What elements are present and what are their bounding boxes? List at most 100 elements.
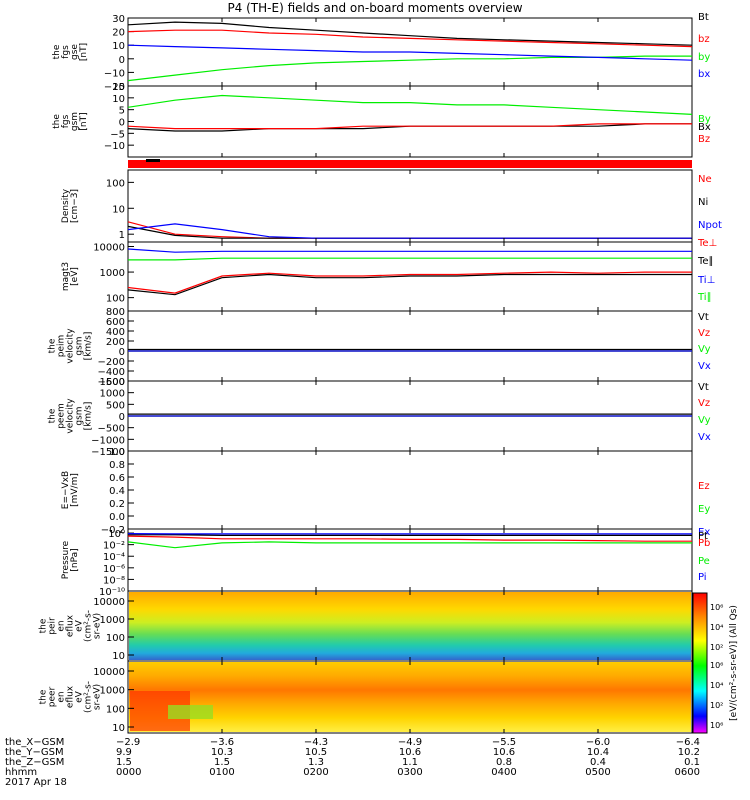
legend-label: Ti⊥: [697, 275, 715, 286]
legend-label: Vz: [698, 328, 710, 339]
x-axis-value: 1.5: [116, 757, 132, 768]
y-tick-label: −1500: [91, 447, 125, 458]
y-axis-label: [cm−3]: [70, 189, 80, 223]
y-tick-label: 10: [112, 651, 125, 662]
y-tick-label: 0.0: [109, 512, 125, 523]
legend-label: Ex: [698, 527, 710, 538]
y-axis-label: gse: [70, 44, 80, 60]
y-axis-label: [km/s]: [84, 402, 94, 431]
x-axis-value: 0.4: [590, 757, 606, 768]
y-tick-label: 100: [106, 178, 125, 189]
legend-label: By: [698, 114, 711, 125]
y-axis-label: E=−VxB: [61, 471, 71, 509]
y-axis-label: magt3: [61, 262, 71, 291]
y-axis-label: (cm²-s-: [84, 610, 94, 642]
panel-efield: E=−VxB [mV/m] 1.0 0.8 0.6 0.4 0.2 0.0 −0.2 Ez Ey Ex: [61, 447, 710, 538]
legend-label: Vt: [698, 382, 709, 393]
legend-label: Te∥: [697, 256, 714, 267]
legend-label: Vz: [698, 398, 710, 409]
y-tick-label: 0.2: [109, 499, 125, 510]
y-tick-label: 800: [106, 307, 125, 318]
y-tick-label: 10⁻¹⁰: [99, 587, 125, 598]
y-tick-label: 1500: [100, 377, 125, 388]
chart-title: P4 (TH-E) fields and on-board moments ov…: [227, 1, 523, 15]
y-tick-label: 20: [112, 28, 125, 39]
legend-label: Ez: [698, 481, 710, 492]
series-Bt-line: [127, 21, 693, 46]
x-axis-value: 1.1: [402, 757, 418, 768]
y-tick-label: 30: [112, 14, 125, 25]
y-axis-label: [nT]: [79, 112, 89, 130]
y-tick-label: −10: [104, 141, 125, 152]
x-axis-value: 0.1: [684, 757, 700, 768]
x-axis-value: 1.3: [308, 757, 324, 768]
panel-peer_spectrogram: the peer en eflux eV (cm²-s-sr-eV) 10000 1000 10…: [39, 660, 693, 734]
x-axis-row-label: the_X−GSM: [5, 737, 64, 748]
legend-label: Bx: [698, 122, 711, 133]
series-bz-line: [127, 29, 693, 48]
series-Bx-line: [127, 123, 692, 132]
y-tick-label: 100: [106, 294, 125, 305]
series-Te⊥-line: [127, 271, 692, 294]
y-tick-label: 1: [119, 230, 125, 241]
y-axis-label: en: [57, 620, 67, 631]
y-tick-label: 10: [112, 41, 125, 52]
legend-label: Bt: [698, 12, 709, 23]
colorbar-tick-label: 10⁶: [710, 603, 723, 612]
y-axis-label: sr-eV): [93, 613, 103, 639]
y-axis-label: [eV]: [70, 267, 80, 286]
y-axis-label: [nT]: [79, 43, 89, 61]
x-axis-value: 0.8: [496, 757, 512, 768]
x-axis-value: 0100: [209, 767, 234, 778]
y-tick-label: 10000: [93, 597, 125, 608]
legend-label: Pi: [698, 572, 707, 583]
spectrogram-patch: [168, 705, 213, 719]
x-axis-value: 9.9: [116, 747, 132, 758]
y-tick-label: 600: [106, 317, 125, 328]
colorbar: 10⁶ 10⁴ 10² 10⁶ 10⁴ 10² 10⁶ [eV/(cm²-s-sr-eV)] …: [692, 592, 739, 734]
x-axis-value: 0500: [585, 767, 610, 778]
legend-label: bz: [698, 34, 710, 45]
y-tick-label: 10⁻⁶: [103, 564, 125, 575]
x-axis-value: −4.9: [398, 737, 422, 748]
y-tick-label: −0.2: [101, 525, 125, 536]
y-axis-label: peer: [48, 686, 58, 707]
series-Pe-line: [127, 541, 692, 549]
status-bar-gap: [146, 159, 160, 162]
colorbar-tick-label: 10⁴: [710, 681, 723, 690]
y-axis-label: the: [52, 44, 62, 59]
status-bar: [128, 160, 692, 168]
series-Ti⊥-line: [127, 248, 692, 253]
y-axis-label: peir: [48, 617, 58, 635]
series-Bz-line: [127, 123, 692, 130]
y-tick-label: 1000: [100, 268, 125, 279]
y-tick-label: −600: [98, 377, 125, 388]
y-axis-label: peim: [57, 335, 67, 358]
y-tick-label: 200: [106, 337, 125, 348]
y-tick-label: −400: [98, 367, 125, 378]
y-axis-label: the: [48, 408, 58, 423]
legend-label: Vx: [698, 361, 711, 372]
y-tick-label: 400: [106, 327, 125, 338]
x-axis-value: −6.4: [676, 737, 700, 748]
panel-frame: [127, 169, 693, 243]
legend-label: Vy: [698, 344, 711, 355]
series-Ti∥-line: [128, 257, 692, 261]
y-tick-label: 0: [119, 118, 125, 129]
legend-label: Ne: [698, 174, 712, 185]
y-axis-label: [mV/m]: [70, 473, 80, 507]
panel-frame: [127, 450, 693, 530]
x-axis-value: 0000: [116, 767, 141, 778]
colorbar-tick-label: 10⁶: [710, 721, 723, 730]
y-tick-label: 10⁻⁸: [103, 575, 125, 586]
panel-density: Density [cm−3] 100 10 1 Ne Ni Npot: [61, 169, 722, 243]
legend-label: Ti∥: [697, 292, 712, 303]
x-axis-value: 0600: [675, 767, 700, 778]
y-tick-label: 15: [112, 82, 125, 93]
y-tick-label: 1000: [100, 615, 125, 626]
y-axis-label: en: [57, 691, 67, 702]
y-tick-label: 0: [119, 55, 125, 66]
series-bx-line: [127, 44, 693, 61]
x-axis-row-label: hhmm: [5, 767, 37, 778]
